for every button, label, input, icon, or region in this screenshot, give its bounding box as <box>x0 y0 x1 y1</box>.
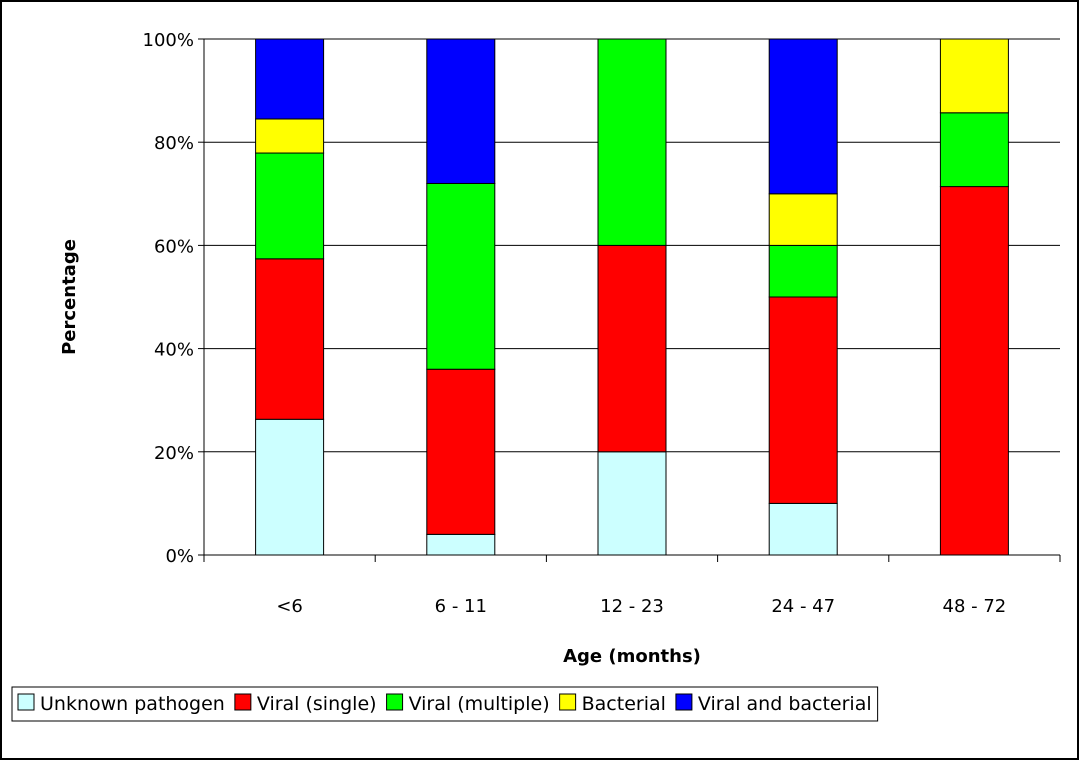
legend-swatch <box>559 693 577 711</box>
legend-swatch <box>17 693 35 711</box>
y-tick-label: 20% <box>154 443 194 464</box>
y-axis-title: Percentage <box>59 239 80 355</box>
bar-segment <box>426 533 496 556</box>
legend-swatch <box>675 693 693 711</box>
bar-segment <box>597 244 667 453</box>
legend-label: Bacterial <box>582 693 666 715</box>
x-tick-label: 24 - 47 <box>771 596 835 617</box>
x-tick-label: 48 - 72 <box>943 596 1007 617</box>
y-tick-labels: 0% 20% 40% 60% 80% 100% <box>143 30 194 567</box>
bar-segment <box>255 38 325 120</box>
bar-segment <box>255 418 325 556</box>
bar-segment <box>768 244 838 298</box>
bar-segment <box>255 152 325 260</box>
bar-segment <box>426 368 496 535</box>
bar-segment <box>426 182 496 370</box>
bars <box>255 38 1009 556</box>
legend: Unknown pathogen Viral (single) Viral (mul… <box>11 686 879 722</box>
legend-swatch <box>234 693 252 711</box>
bar-segment <box>255 118 325 154</box>
legend-label: Viral (single) <box>257 693 377 715</box>
x-tick-label: <6 <box>276 596 303 617</box>
legend-swatch <box>386 693 404 711</box>
x-tick-labels: <6 6 - 11 12 - 23 24 - 47 48 - 72 <box>276 596 1006 617</box>
axes <box>203 39 1061 562</box>
y-tick-label: 80% <box>154 133 194 154</box>
legend-box <box>11 686 879 722</box>
bar-segment <box>768 296 838 504</box>
bar-segment <box>768 502 838 556</box>
bar-segment <box>768 193 838 246</box>
legend-label: Viral and bacterial <box>698 693 872 715</box>
x-tick-label: 12 - 23 <box>600 596 664 617</box>
legend-label: Unknown pathogen <box>40 693 225 715</box>
bar-segment <box>255 258 325 420</box>
y-tick-label: 0% <box>165 546 194 567</box>
y-tick-label: 100% <box>143 30 194 51</box>
bar-segment <box>939 38 1009 114</box>
y-tick-label: 40% <box>154 340 194 361</box>
x-tick-label: 6 - 11 <box>435 596 487 617</box>
legend-label: Viral (multiple) <box>409 693 550 715</box>
x-axis-title: Age (months) <box>563 646 701 667</box>
bar-segment <box>939 186 1009 556</box>
bar-segment <box>939 112 1009 188</box>
y-tick-label: 60% <box>154 236 194 257</box>
bar-segment <box>426 38 496 184</box>
bar-segment <box>597 451 667 556</box>
bar-segment <box>597 38 667 246</box>
bar-segment <box>768 38 838 195</box>
